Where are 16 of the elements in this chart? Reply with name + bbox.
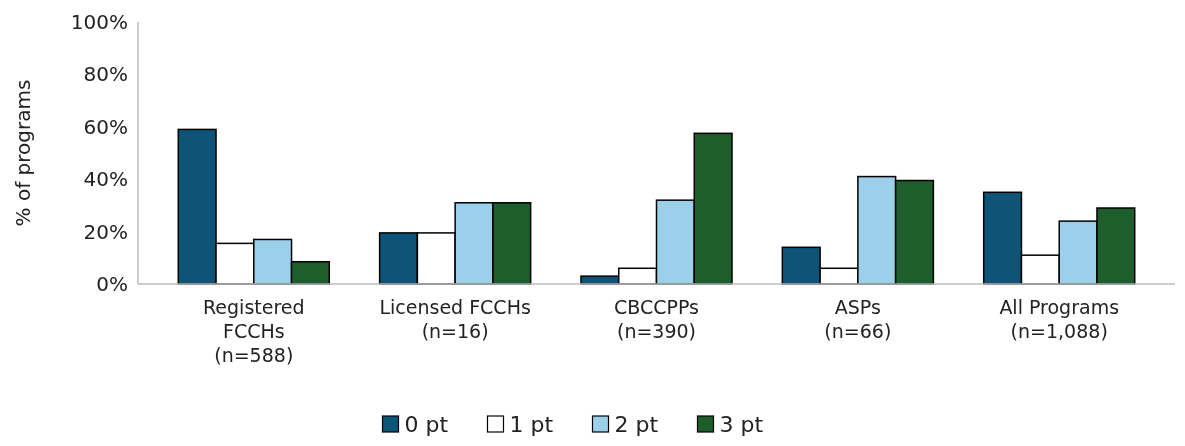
y-axis-title: % of programs [11,79,35,227]
y-tick-label: 100% [70,10,128,34]
y-tick-label: 60% [83,114,128,139]
x-tick-label: All Programs (n=1,088) [999,296,1120,342]
x-tick-label: Licensed FCCHs (n=16) [379,296,531,342]
x-tick-label: Registered FCCHs (n=588) [203,296,305,366]
y-tick-label: 20% [83,219,128,244]
x-tick-label: ASPs (n=66) [824,296,892,342]
y-tick-label: 40% [83,167,128,192]
legend-label: 1 pt [509,412,554,437]
y-tick-label: 80% [83,62,128,87]
x-tick-label: CBCCPPs (n=390) [614,296,699,342]
legend-label: 3 pt [719,412,764,437]
legend-label: 2 pt [614,412,659,437]
legend-label: 0 pt [404,412,449,437]
y-tick-label: 0% [96,272,128,296]
